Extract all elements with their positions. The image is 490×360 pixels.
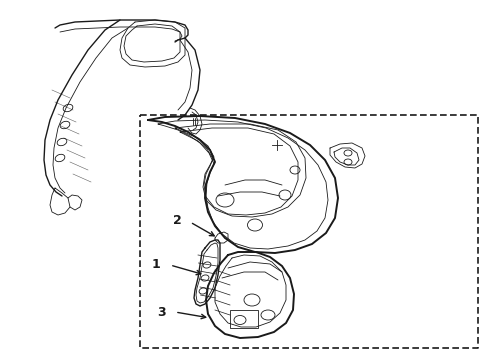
Bar [230, 310, 258, 328]
Text: 3: 3 [157, 306, 166, 319]
Text: 1: 1 [151, 257, 160, 270]
Text: 2: 2 [173, 213, 182, 226]
